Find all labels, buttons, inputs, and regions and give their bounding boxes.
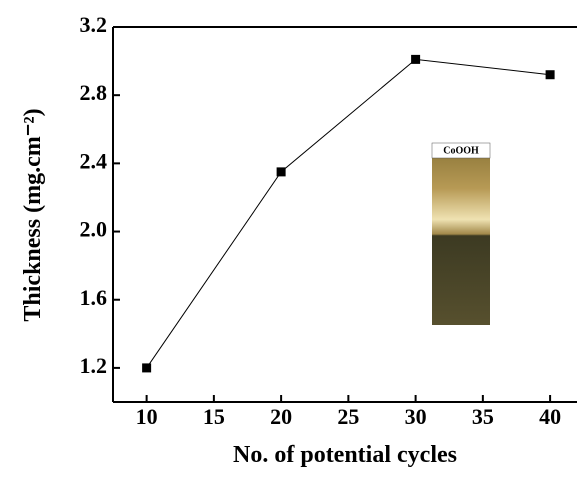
inset-label: CoOOH [443,145,479,156]
x-tick-label: 10 [136,404,158,429]
x-tick-label: 15 [203,404,225,429]
x-tick-label: 35 [472,404,494,429]
chart: CoOOH No. of potential cycles Thickness … [0,0,577,474]
y-tick-label: 1.2 [80,353,108,378]
data-point [142,363,151,372]
x-tick-label: 20 [270,404,292,429]
y-tick-label: 2.8 [80,80,108,105]
y-tick-label: 3.2 [80,12,108,37]
vial-image [432,143,490,325]
data-point [277,167,286,176]
y-tick-label: 1.6 [80,285,108,310]
data-point [546,70,555,79]
y-tick-label: 2.4 [80,148,108,173]
inset-photo: CoOOH [432,143,490,325]
y-axis-label: Thickness (mg.cm⁻²) [20,108,46,321]
x-tick-label: 30 [405,404,427,429]
data-point [411,55,420,64]
x-tick-label: 25 [337,404,359,429]
y-tick-label: 2.0 [80,217,108,242]
x-axis-label: No. of potential cycles [233,442,457,468]
x-tick-label: 40 [539,404,561,429]
